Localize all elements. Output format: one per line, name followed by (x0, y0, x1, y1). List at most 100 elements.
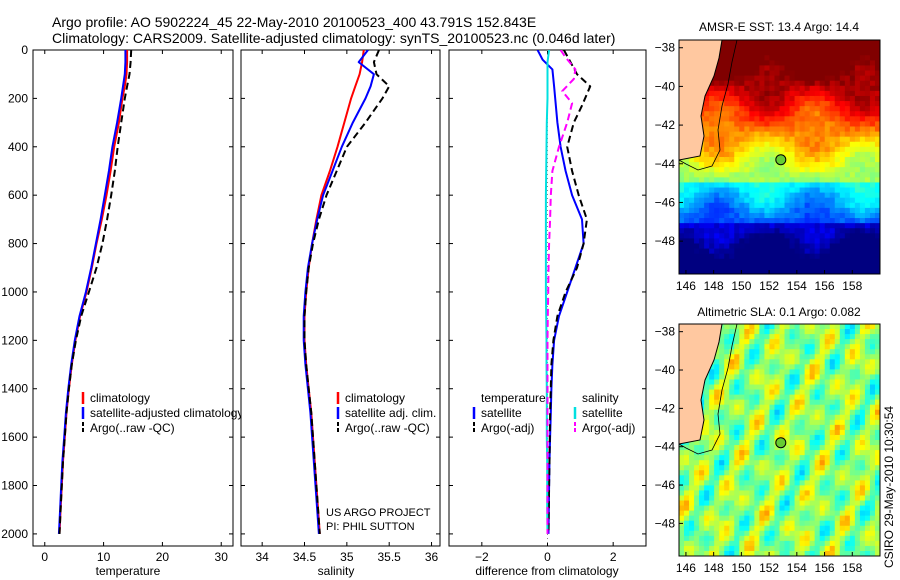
field-cell (789, 339, 796, 345)
field-cell (839, 202, 846, 209)
field-cell (854, 409, 861, 416)
field-cell (864, 450, 871, 456)
field-cell (704, 379, 710, 386)
field-cell (849, 354, 856, 360)
field-cell (784, 520, 791, 527)
field-cell (834, 525, 841, 532)
field-cell (689, 515, 695, 522)
field-cell (794, 85, 801, 92)
field-cell (704, 495, 710, 502)
field-cell (799, 167, 806, 173)
field-cell (859, 364, 866, 370)
field-cell (694, 192, 700, 199)
field-cell (699, 243, 705, 250)
field-cell (794, 460, 801, 466)
field-cell (864, 500, 871, 507)
field-cell (839, 349, 846, 355)
legend-label-satellite: satellite-adjusted climatology (90, 406, 243, 420)
field-cell (869, 359, 876, 365)
field-cell (804, 136, 811, 143)
field-cell (814, 399, 821, 406)
field-cell (694, 520, 700, 527)
field-cell (829, 126, 836, 133)
field-cell (759, 520, 766, 527)
field-cell (819, 344, 826, 350)
field-cell (694, 445, 700, 451)
field-cell (799, 329, 806, 335)
field-cell (769, 136, 776, 143)
field-cell (799, 455, 806, 461)
field-cell (759, 394, 766, 401)
field-cell (744, 525, 750, 532)
field-cell (704, 429, 710, 436)
field-cell (859, 384, 866, 391)
field-cell (789, 480, 796, 486)
field-cell (739, 505, 745, 512)
field-cell (779, 268, 786, 274)
field-cell (739, 85, 745, 92)
field-cell (709, 258, 715, 265)
field-cell (749, 268, 755, 274)
field-cell (864, 218, 871, 224)
field-cell (814, 475, 821, 481)
field-cell (814, 60, 821, 67)
field-cell (869, 157, 876, 163)
field-cell (829, 374, 836, 381)
field-cell (754, 480, 761, 486)
field-cell (769, 268, 776, 274)
field-cell (684, 197, 690, 204)
field-cell (829, 399, 836, 406)
field-cell (714, 505, 720, 512)
field-cell (794, 121, 801, 128)
field-cell (719, 90, 725, 97)
field-cell (859, 344, 866, 350)
field-cell (829, 344, 836, 350)
field-cell (784, 177, 791, 184)
field-cell (709, 495, 715, 502)
field-cell (789, 45, 796, 51)
field-cell (704, 480, 710, 486)
field-cell (694, 238, 700, 245)
field-cell (829, 141, 836, 148)
field-cell (734, 141, 740, 148)
field-cell (804, 90, 811, 97)
field-cell (719, 202, 725, 209)
field-cell (809, 510, 816, 517)
field-cell (724, 450, 730, 456)
field-cell (834, 238, 841, 245)
field-cell (839, 369, 846, 376)
field-cell (844, 384, 851, 391)
field-cell (769, 434, 776, 441)
pi-annotation: PI: PHIL SUTTON (326, 521, 415, 533)
field-cell (679, 248, 685, 255)
x-tick-label: 35.5 (378, 550, 402, 564)
field-cell (844, 40, 851, 46)
field-cell (709, 218, 715, 224)
field-cell (864, 223, 871, 229)
field-cell (824, 151, 831, 158)
field-cell (829, 515, 836, 522)
field-cell (714, 450, 720, 456)
field-cell (724, 520, 730, 527)
field-cell (814, 258, 821, 265)
field-cell (689, 238, 695, 245)
field-cell (784, 460, 791, 466)
field-cell (784, 409, 791, 416)
field-cell (804, 550, 811, 556)
field-cell (874, 525, 880, 532)
field-cell (774, 475, 781, 481)
field-cell (874, 167, 880, 173)
field-cell (709, 172, 715, 178)
field-cell (729, 40, 735, 46)
field-cell (694, 550, 700, 556)
field-cell (734, 334, 740, 340)
field-cell (864, 40, 871, 46)
field-cell (829, 329, 836, 335)
field-cell (859, 167, 866, 173)
field-cell (864, 146, 871, 153)
field-cell (794, 111, 801, 117)
field-cell (724, 45, 730, 51)
field-cell (689, 182, 695, 189)
field-cell (754, 50, 761, 56)
field-cell (784, 364, 791, 370)
